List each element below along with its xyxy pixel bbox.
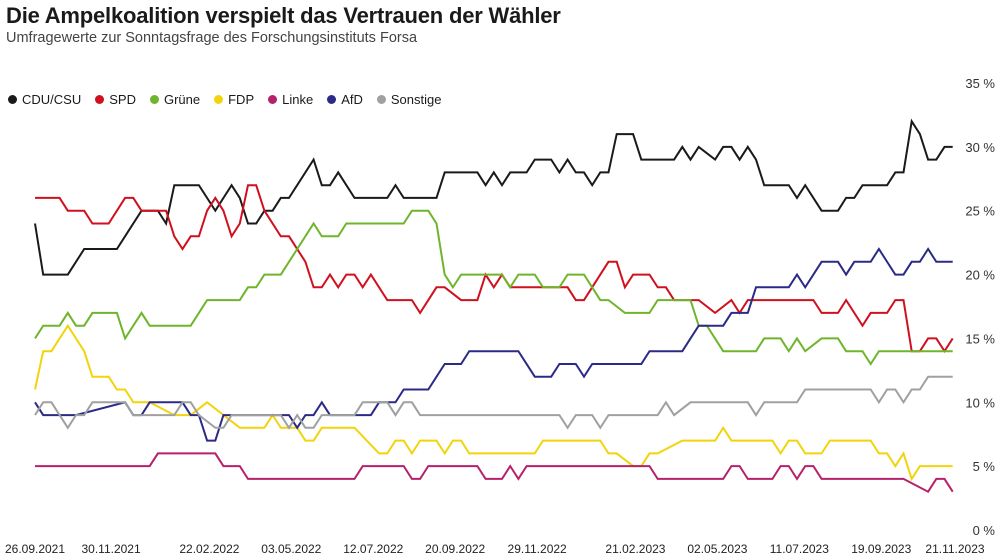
y-tick-label: 5 %	[973, 459, 996, 474]
x-tick-label: 12.07.2022	[343, 542, 403, 556]
legend-dot-icon	[95, 95, 105, 104]
legend-label: FDP	[228, 92, 255, 107]
x-tick-label: 22.02.2022	[179, 542, 239, 556]
legend-dot-icon	[8, 95, 17, 104]
y-tick-label: 15 %	[965, 331, 995, 346]
y-tick-label: 25 %	[965, 204, 995, 219]
legend-label: CDU/CSU	[22, 92, 82, 107]
chart-title: Die Ampelkoalition verspielt das Vertrau…	[6, 3, 561, 28]
legend: CDU/CSU SPD Grüne FDP Linke AfD Sonstige	[8, 92, 441, 107]
x-tick-label: 29.11.2022	[508, 542, 567, 556]
series-line-spd	[35, 184, 954, 354]
legend-dot-icon	[149, 95, 159, 104]
legend-item: Sonstige	[376, 92, 442, 107]
x-tick-label: 03.05.2022	[261, 542, 321, 556]
legend-dot-icon	[268, 95, 278, 104]
legend-label: Linke	[282, 92, 314, 107]
series-line-linke	[35, 452, 954, 494]
legend-dot-icon	[376, 95, 386, 104]
legend-label: Sonstige	[390, 92, 442, 107]
legend-item: Grüne	[149, 92, 201, 107]
y-tick-label: 35 %	[965, 76, 995, 91]
x-tick-label: 02.05.2023	[687, 542, 747, 556]
legend-label: Grüne	[163, 92, 201, 107]
x-tick-label: 30.11.2021	[81, 542, 140, 556]
x-tick-label: 26.09.2021	[5, 542, 65, 556]
series-line-fdp	[34, 323, 953, 482]
series-line-gr-ne	[34, 209, 953, 366]
legend-item: Linke	[268, 92, 313, 107]
x-tick-label: 11.07.2023	[770, 542, 829, 556]
series-line-cdu-csu	[34, 118, 953, 276]
legend-label: AfD	[341, 92, 363, 107]
x-tick-label: 20.09.2022	[425, 542, 485, 556]
y-tick-label: 30 %	[965, 140, 995, 155]
legend-item: SPD	[95, 92, 136, 107]
chart-subtitle: Umfragewerte zur Sonntagsfrage des Forsc…	[6, 30, 418, 46]
legend-item: CDU/CSU	[8, 92, 81, 107]
y-tick-label: 10 %	[965, 395, 995, 410]
legend-item: AfD	[327, 92, 363, 107]
legend-item: FDP	[214, 92, 254, 107]
x-tick-label: 19.09.2023	[851, 542, 911, 556]
y-tick-label: 20 %	[965, 268, 995, 283]
x-tick-label: 21.02.2023	[605, 542, 665, 556]
legend-dot-icon	[327, 95, 337, 104]
series-line-afd	[34, 247, 953, 442]
y-tick-label: 0 %	[973, 523, 996, 538]
x-tick-label: 21.11.2023	[925, 542, 984, 556]
legend-dot-icon	[214, 95, 224, 104]
series-line-sonstige	[34, 375, 953, 430]
legend-label: SPD	[109, 92, 136, 107]
